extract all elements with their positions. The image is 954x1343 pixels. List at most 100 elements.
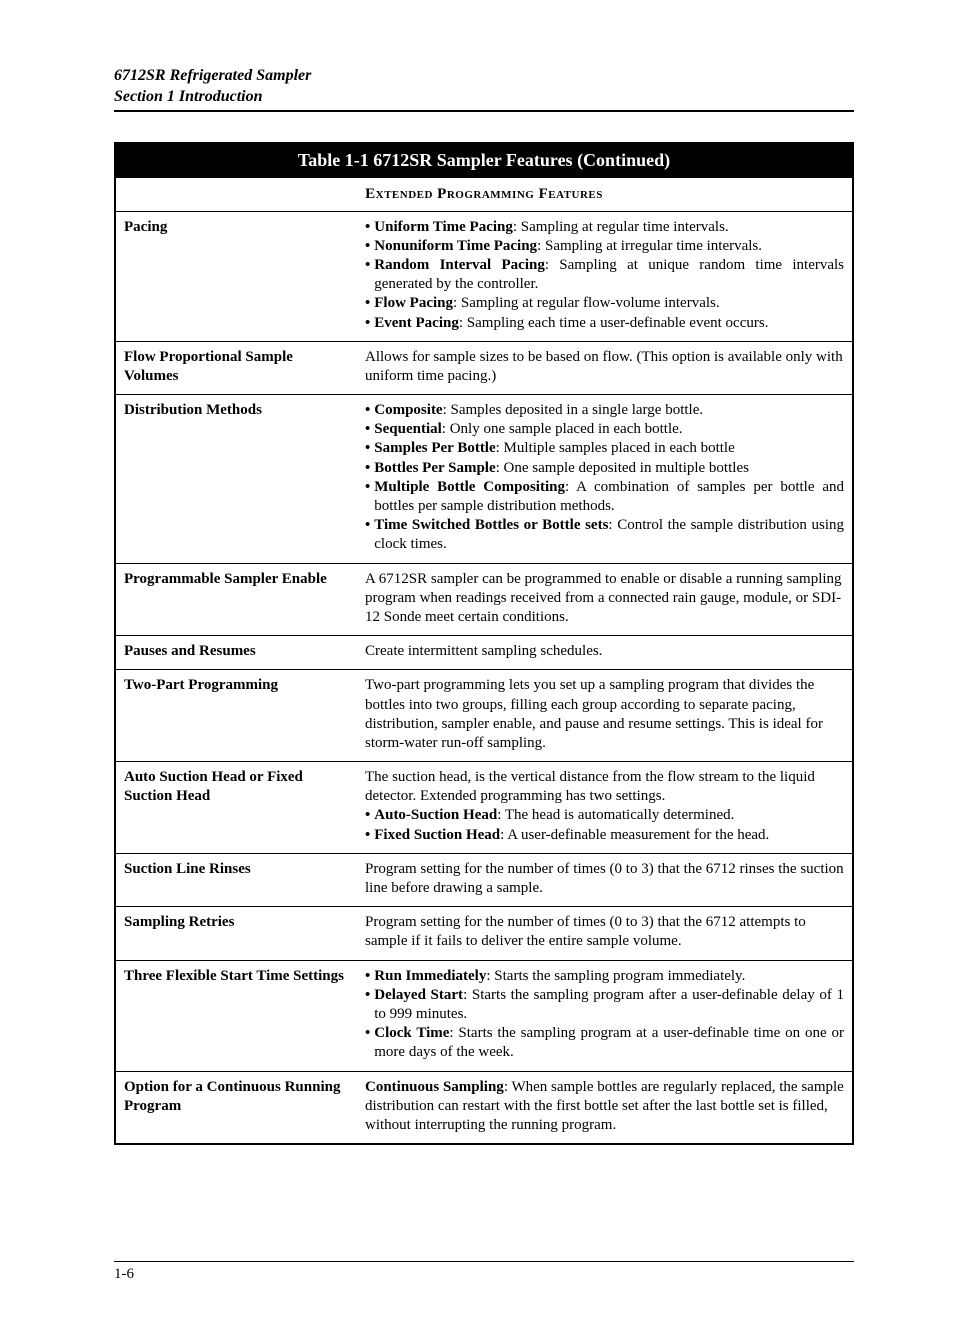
bullet-item: •Samples Per Bottle: Multiple samples pl… [365,439,844,458]
bullet-body: Nonuniform Time Pacing: Sampling at irre… [374,237,844,256]
bullet-body: Auto-Suction Head: The head is automatic… [374,806,844,825]
table-row: Suction Line RinsesProgram setting for t… [115,853,853,906]
bullet-item: •Clock Time: Starts the sampling program… [365,1024,844,1062]
feature-label: Programmable Sampler Enable [115,563,357,636]
bullet-item: •Multiple Bottle Compositing: A combinat… [365,478,844,516]
bullet-dot-icon: • [365,237,370,256]
table-title: Table 1-1 6712SR Sampler Features (Conti… [115,143,853,178]
bullet-bold: Uniform Time Pacing [374,219,513,235]
section-heading-row: Extended Programming Features [115,177,853,211]
table-row: Option for a Continuous Running ProgramC… [115,1071,853,1144]
feature-label: Sampling Retries [115,907,357,960]
feature-label: Two-Part Programming [115,670,357,762]
feature-label: Pacing [115,211,357,341]
bullet-body: Clock Time: Starts the sampling program … [374,1024,844,1062]
bullet-dot-icon: • [365,1024,370,1043]
table-row: Pacing•Uniform Time Pacing: Sampling at … [115,211,853,341]
bullet-item: •Fixed Suction Head: A user-definable me… [365,826,844,845]
bullet-item: •Event Pacing: Sampling each time a user… [365,314,844,333]
bullet-bold: Composite [374,402,442,418]
bullet-item: •Random Interval Pacing: Sampling at uni… [365,256,844,294]
bullet-item: •Delayed Start: Starts the sampling prog… [365,986,844,1024]
bullet-bold: Delayed Start [374,987,463,1003]
bullet-bold: Fixed Suction Head [374,827,500,843]
bullet-dot-icon: • [365,439,370,458]
bullet-item: •Uniform Time Pacing: Sampling at regula… [365,218,844,237]
feature-text: Program setting for the number of times … [365,913,844,951]
feature-description: •Run Immediately: Starts the sampling pr… [357,960,853,1071]
header-line-2: Section 1 Introduction [114,87,854,108]
bullet-dot-icon: • [365,256,370,275]
section-heading: Extended Programming Features [115,177,853,211]
bullet-bold: Auto-Suction Head [374,807,497,823]
bullet-bold: Samples Per Bottle [374,440,495,456]
bullet-item: •Time Switched Bottles or Bottle sets: C… [365,516,844,554]
bullet-item: •Sequential: Only one sample placed in e… [365,420,844,439]
bullet-item: •Flow Pacing: Sampling at regular flow-v… [365,294,844,313]
bullet-item: •Nonuniform Time Pacing: Sampling at irr… [365,237,844,256]
bullet-rest: : Sampling at irregular time intervals. [537,238,762,254]
feature-label: Pauses and Resumes [115,636,357,670]
bullet-body: Delayed Start: Starts the sampling progr… [374,986,844,1024]
bullet-bold: Time Switched Bottles or Bottle sets [374,517,608,533]
feature-text: Two-part programming lets you set up a s… [365,676,844,753]
table-row: Sampling RetriesProgram setting for the … [115,907,853,960]
page: 6712SR Refrigerated Sampler Section 1 In… [0,0,954,1343]
bullet-dot-icon: • [365,967,370,986]
bullet-dot-icon: • [365,478,370,497]
feature-description: Program setting for the number of times … [357,907,853,960]
bullet-body: Samples Per Bottle: Multiple samples pla… [374,439,844,458]
table-row: Two-Part ProgrammingTwo-part programming… [115,670,853,762]
feature-text: Continuous Sampling: When sample bottles… [365,1078,844,1136]
bullet-dot-icon: • [365,314,370,333]
table-row: Auto Suction Head or Fixed Suction HeadT… [115,762,853,854]
feature-label: Auto Suction Head or Fixed Suction Head [115,762,357,854]
document-header: 6712SR Refrigerated Sampler Section 1 In… [114,66,854,112]
table-row: Flow Proportional Sample VolumesAllows f… [115,341,853,394]
feature-lead-bold: Continuous Sampling [365,1079,504,1095]
bullet-dot-icon: • [365,459,370,478]
bullet-item: •Auto-Suction Head: The head is automati… [365,806,844,825]
bullet-bold: Bottles Per Sample [374,460,495,476]
bullet-dot-icon: • [365,826,370,845]
table-title-row: Table 1-1 6712SR Sampler Features (Conti… [115,143,853,178]
bullet-item: •Bottles Per Sample: One sample deposite… [365,459,844,478]
feature-label: Suction Line Rinses [115,853,357,906]
page-number: 1-6 [114,1266,134,1282]
table-row: Pauses and Resumes Create intermittent sa… [115,636,853,670]
page-footer: 1-6 [114,1261,854,1283]
bullet-item: •Run Immediately: Starts the sampling pr… [365,967,844,986]
bullet-rest: : Samples deposited in a single large bo… [443,402,704,418]
features-table: Table 1-1 6712SR Sampler Features (Conti… [114,142,854,1146]
bullet-dot-icon: • [365,401,370,420]
feature-text: Allows for sample sizes to be based on f… [365,348,844,386]
bullet-body: Sequential: Only one sample placed in ea… [374,420,844,439]
bullet-bold: Random Interval Pacing [374,257,545,273]
bullet-bold: Event Pacing [374,315,459,331]
table-row: Three Flexible Start Time Settings•Run I… [115,960,853,1071]
feature-description: The suction head, is the vertical distan… [357,762,853,854]
table-body: Pacing•Uniform Time Pacing: Sampling at … [115,211,853,1144]
bullet-dot-icon: • [365,294,370,313]
feature-description: Two-part programming lets you set up a s… [357,670,853,762]
feature-text: A 6712SR sampler can be programmed to en… [365,570,844,628]
bullet-rest: : The head is automatically determined. [497,807,734,823]
bullet-body: Composite: Samples deposited in a single… [374,401,844,420]
bullet-rest: : Sampling at regular flow-volume interv… [453,295,720,311]
bullet-dot-icon: • [365,516,370,535]
bullet-rest: : Only one sample placed in each bottle. [442,421,683,437]
table-row: Distribution Methods•Composite: Samples … [115,395,853,564]
bullet-body: Random Interval Pacing: Sampling at uniq… [374,256,844,294]
bullet-body: Multiple Bottle Compositing: A combinati… [374,478,844,516]
bullet-body: Time Switched Bottles or Bottle sets: Co… [374,516,844,554]
table-row: Programmable Sampler EnableA 6712SR samp… [115,563,853,636]
feature-label: Option for a Continuous Running Program [115,1071,357,1144]
bullet-bold: Clock Time [374,1025,449,1041]
feature-text: Create intermittent sampling schedules. [365,642,844,661]
bullet-bold: Multiple Bottle Compositing [374,479,565,495]
bullet-dot-icon: • [365,420,370,439]
bullet-body: Fixed Suction Head: A user-definable mea… [374,826,844,845]
bullet-body: Event Pacing: Sampling each time a user-… [374,314,844,333]
bullet-rest: : Starts the sampling program immediatel… [486,968,745,984]
bullet-rest: : Sampling at regular time intervals. [513,219,729,235]
